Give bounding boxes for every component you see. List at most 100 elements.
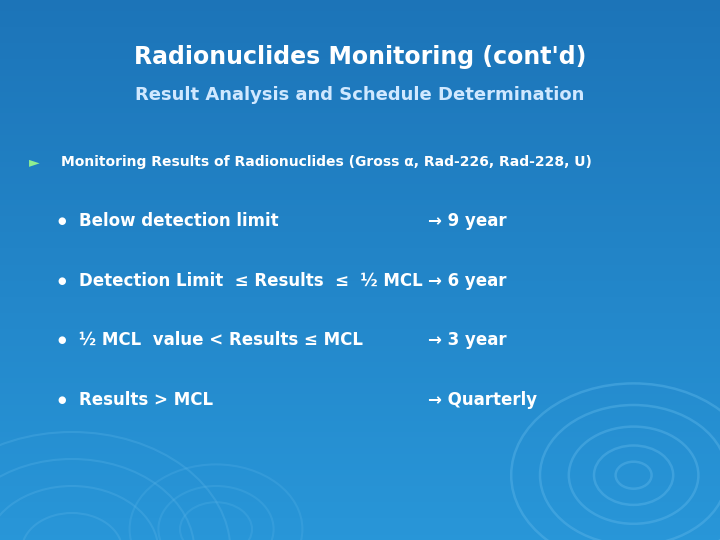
Bar — [0, 140, 720, 146]
Bar — [0, 167, 720, 173]
Bar — [0, 32, 720, 38]
Text: → 3 year: → 3 year — [428, 331, 507, 349]
Bar — [0, 427, 720, 432]
Bar — [0, 130, 720, 135]
Bar — [0, 302, 720, 308]
Bar — [0, 497, 720, 502]
Bar — [0, 157, 720, 162]
Bar — [0, 470, 720, 475]
Bar — [0, 227, 720, 232]
Bar — [0, 81, 720, 86]
Bar — [0, 373, 720, 378]
Bar — [0, 259, 720, 265]
Bar — [0, 113, 720, 119]
Bar — [0, 437, 720, 443]
Bar — [0, 108, 720, 113]
Text: Monitoring Results of Radionuclides (Gross α, Rad-226, Rad-228, U): Monitoring Results of Radionuclides (Gro… — [61, 155, 592, 169]
Bar — [0, 76, 720, 81]
Bar — [0, 378, 720, 383]
Bar — [0, 243, 720, 248]
Bar — [0, 211, 720, 216]
Bar — [0, 0, 720, 5]
Bar — [0, 22, 720, 27]
Bar — [0, 135, 720, 140]
Bar — [0, 151, 720, 157]
Bar — [0, 5, 720, 11]
Bar — [0, 92, 720, 97]
Bar — [0, 459, 720, 464]
Bar — [0, 97, 720, 103]
Bar — [0, 432, 720, 437]
Bar — [0, 65, 720, 70]
Bar — [0, 367, 720, 373]
Text: Radionuclides Monitoring (cont'd): Radionuclides Monitoring (cont'd) — [134, 45, 586, 69]
Bar — [0, 216, 720, 221]
Bar — [0, 189, 720, 194]
Bar — [0, 103, 720, 108]
Text: ●: ● — [57, 335, 66, 345]
Bar — [0, 340, 720, 346]
Bar — [0, 421, 720, 427]
Bar — [0, 286, 720, 292]
Bar — [0, 443, 720, 448]
Bar — [0, 49, 720, 54]
Bar — [0, 346, 720, 351]
Bar — [0, 454, 720, 459]
Bar — [0, 205, 720, 211]
Bar — [0, 248, 720, 254]
Text: ●: ● — [57, 217, 66, 226]
Text: → Quarterly: → Quarterly — [428, 390, 538, 409]
Bar — [0, 11, 720, 16]
Text: Below detection limit: Below detection limit — [79, 212, 279, 231]
Text: ●: ● — [57, 395, 66, 404]
Bar — [0, 275, 720, 281]
Bar — [0, 297, 720, 302]
Bar — [0, 173, 720, 178]
Bar — [0, 464, 720, 470]
Bar — [0, 38, 720, 43]
Bar — [0, 184, 720, 189]
Bar — [0, 416, 720, 421]
Bar — [0, 529, 720, 535]
Bar — [0, 535, 720, 540]
Bar — [0, 281, 720, 286]
Text: Results > MCL: Results > MCL — [79, 390, 213, 409]
Bar — [0, 232, 720, 238]
Text: ½ MCL  value < Results ≤ MCL: ½ MCL value < Results ≤ MCL — [79, 331, 363, 349]
Bar — [0, 362, 720, 367]
Bar — [0, 313, 720, 319]
Bar — [0, 481, 720, 486]
Bar — [0, 400, 720, 405]
Bar — [0, 43, 720, 49]
Bar — [0, 119, 720, 124]
Bar — [0, 351, 720, 356]
Bar — [0, 70, 720, 76]
Bar — [0, 502, 720, 508]
Bar — [0, 146, 720, 151]
Text: ►: ► — [29, 155, 40, 169]
Bar — [0, 513, 720, 518]
Text: Result Analysis and Schedule Determination: Result Analysis and Schedule Determinati… — [135, 85, 585, 104]
Bar — [0, 178, 720, 184]
Bar — [0, 16, 720, 22]
Bar — [0, 124, 720, 130]
Bar — [0, 524, 720, 529]
Text: Detection Limit  ≤ Results  ≤  ½ MCL: Detection Limit ≤ Results ≤ ½ MCL — [79, 272, 423, 290]
Text: ●: ● — [57, 276, 66, 286]
Bar — [0, 59, 720, 65]
Bar — [0, 86, 720, 92]
Bar — [0, 475, 720, 481]
Bar — [0, 491, 720, 497]
Bar — [0, 518, 720, 524]
Bar — [0, 319, 720, 324]
Bar — [0, 221, 720, 227]
Bar — [0, 200, 720, 205]
Bar — [0, 356, 720, 362]
Bar — [0, 508, 720, 513]
Bar — [0, 389, 720, 394]
Bar — [0, 324, 720, 329]
Bar — [0, 254, 720, 259]
Text: → 9 year: → 9 year — [428, 212, 507, 231]
Bar — [0, 54, 720, 59]
Bar — [0, 308, 720, 313]
